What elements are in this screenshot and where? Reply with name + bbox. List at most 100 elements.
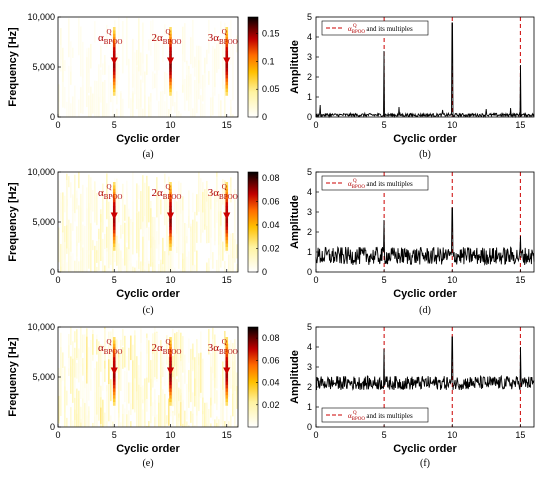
noise-streak (98, 231, 100, 271)
annotation-label: αBPOOQ (98, 28, 122, 46)
noise-streak (108, 367, 110, 422)
peak-line-5 (112, 402, 116, 406)
peak-line-10 (169, 391, 172, 396)
peak-line-10 (169, 388, 172, 393)
peak-line-15 (225, 374, 229, 379)
noise-streak (122, 258, 124, 271)
legend: αBPOOQ and its multiples (321, 175, 429, 191)
peak-line-10 (169, 223, 172, 227)
peak-line-10 (169, 337, 172, 341)
noise-streak (60, 28, 62, 60)
peak-line-15 (225, 74, 229, 79)
noise-streak (74, 397, 76, 427)
peak-line-10 (169, 27, 172, 31)
noise-streak (156, 63, 158, 101)
annotation-label: αBPOOQ (98, 183, 122, 201)
peak-line-5 (112, 240, 116, 244)
noise-streak (126, 247, 128, 272)
noise-streak (98, 368, 100, 421)
noise-streak (220, 21, 222, 35)
noise-streak (176, 331, 178, 377)
noise-streak (114, 250, 116, 262)
peak-line-5 (112, 374, 116, 379)
noise-streak (208, 258, 210, 272)
noise-streak (128, 242, 130, 272)
noise-streak (156, 231, 158, 249)
peak-line-15 (225, 71, 229, 76)
noise-streak (180, 332, 182, 366)
noise-streak (62, 228, 64, 272)
noise-streak (68, 65, 70, 117)
peak-line-15 (225, 229, 229, 234)
peak-line-10 (169, 74, 172, 79)
noise-streak (190, 348, 192, 403)
noise-streak (140, 387, 142, 427)
colorbar-tick-label: 0.05 (262, 84, 280, 94)
x-tick-label: 0 (55, 120, 60, 130)
noise-streak (138, 384, 140, 427)
peak-line-10 (169, 44, 172, 48)
noise-streak (222, 389, 224, 427)
noise-streak (222, 38, 224, 89)
peak-line-15 (225, 247, 229, 251)
colorbar-tick-label: 0.08 (262, 333, 280, 343)
peak-line-5 (112, 40, 116, 45)
peak-line-15 (225, 395, 229, 399)
noise-streak (182, 79, 184, 93)
peak-line-5 (112, 219, 116, 224)
noise-streak (194, 58, 196, 77)
noise-streak (132, 360, 134, 410)
noise-streak (166, 424, 168, 427)
peak-line-15 (225, 371, 229, 375)
x-tick-label: 15 (222, 430, 232, 440)
noise-streak (58, 180, 60, 214)
y-axis-label: Frequency [Hz] (7, 182, 19, 262)
peak-line-5 (112, 337, 116, 341)
noise-streak (194, 211, 196, 252)
y-tick-label: 0 (50, 267, 55, 277)
noise-streak (110, 352, 112, 371)
peak-line-10 (169, 85, 172, 89)
y-tick-label: 10,000 (27, 322, 55, 332)
noise-streak (108, 268, 110, 272)
noise-streak (230, 233, 232, 272)
peak-line-15 (225, 44, 229, 48)
noise-streak (192, 108, 194, 117)
noise-streak (188, 251, 190, 272)
peak-line-5 (112, 64, 116, 69)
noise-streak (94, 21, 96, 43)
y-tick-label: 5 (307, 12, 312, 22)
noise-streak (220, 211, 222, 226)
noise-streak (194, 264, 196, 272)
peak-line-10 (169, 68, 172, 72)
peak-line-5 (112, 347, 116, 352)
noise-streak (190, 94, 192, 117)
noise-streak (142, 66, 144, 83)
noise-streak (208, 70, 210, 85)
y-tick-label: 0 (307, 267, 312, 277)
noise-streak (172, 328, 174, 341)
noise-streak (178, 401, 180, 414)
noise-streak (90, 177, 92, 211)
noise-streak (66, 101, 68, 117)
noise-streak (232, 378, 234, 394)
noise-streak (88, 254, 90, 269)
noise-streak (122, 347, 124, 369)
colorbar: 0 0.05 0.1 0.15 (247, 16, 280, 122)
noise-streak (86, 208, 88, 254)
noise-streak (100, 407, 102, 424)
noise-streak (162, 90, 164, 117)
peak-annotation: 3αBPOOQ (208, 28, 238, 65)
peak-line-5 (112, 37, 116, 42)
noise-streak (180, 213, 182, 255)
noise-streak (172, 366, 174, 407)
peak-line-5 (112, 236, 116, 241)
noise-streak (146, 337, 148, 384)
noise-streak (102, 63, 104, 75)
noise-streak (108, 213, 110, 265)
annotation-label: 2αBPOOQ (152, 28, 182, 46)
noise-streak (176, 91, 178, 117)
noise-streak (136, 183, 138, 211)
noise-streak (98, 64, 100, 117)
noise-streak (76, 362, 78, 379)
